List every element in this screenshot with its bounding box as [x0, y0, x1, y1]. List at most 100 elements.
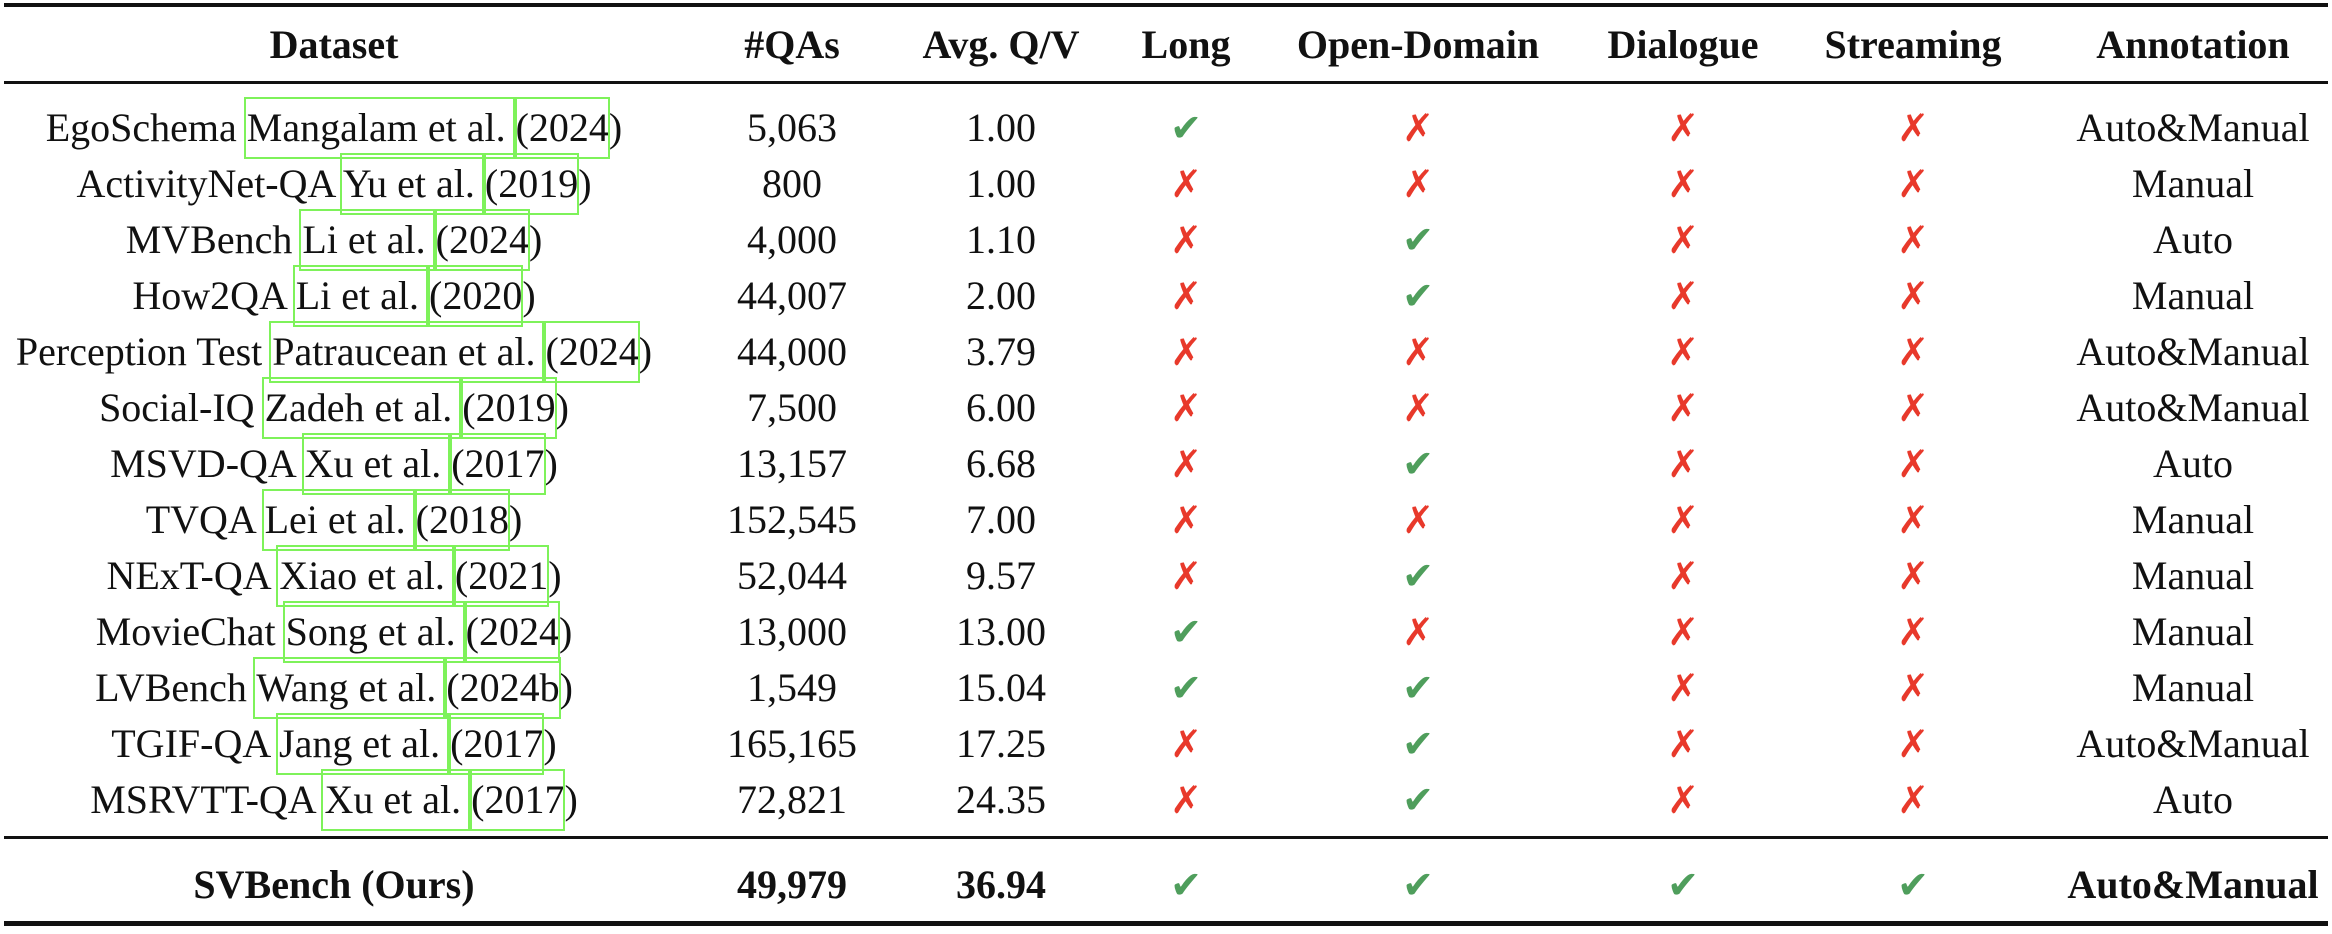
citation-year-link[interactable]: (2020 [428, 273, 523, 318]
streaming-cell: ✗ [1803, 492, 2023, 548]
cross-icon: ✗ [1170, 722, 1202, 766]
citation-year-link[interactable]: (2018 [415, 497, 509, 542]
citation-year-link[interactable]: (2017 [450, 721, 544, 766]
citation-year-link[interactable]: (2024 [545, 329, 639, 374]
citation-author-link[interactable]: Zadeh et al. [265, 385, 463, 430]
cross-icon: ✗ [1897, 722, 1929, 766]
ours-avg-qv: 36.94 [956, 862, 1046, 907]
streaming-cell: ✗ [1803, 156, 2023, 212]
citation-year-link[interactable]: (2024 [435, 217, 529, 262]
header-rule [4, 81, 2328, 84]
cross-icon: ✗ [1667, 778, 1699, 822]
long-cell: ✔ [1106, 100, 1266, 156]
dataset-name: MovieChat [95, 609, 276, 654]
header-dataset: Dataset [269, 22, 399, 67]
dialogue-cell: ✗ [1573, 324, 1793, 380]
open-domain-cell: ✔ [1288, 772, 1548, 828]
open-domain-cell: ✗ [1288, 156, 1548, 212]
dataset-cell: ActivityNet-QA Yu et al. (2019) [76, 161, 592, 206]
citation-author-link[interactable]: Song et al. [286, 609, 466, 654]
open-domain-cell: ✗ [1288, 100, 1548, 156]
dialogue-cell: ✗ [1573, 156, 1793, 212]
citation-author-link[interactable]: Xu et al. [324, 777, 471, 822]
citation-year-link[interactable]: (2019 [484, 161, 579, 206]
table-row: LVBench Wang et al. (2024b) 1,549 15.04 ✔ ✔ ✗… [0, 660, 2332, 716]
long-cell: ✗ [1106, 212, 1266, 268]
check-icon: ✔ [1402, 666, 1434, 710]
annotation-cell: Auto [2153, 441, 2233, 486]
citation-author-link[interactable]: Xu et al. [305, 441, 452, 486]
mid-rule [4, 836, 2328, 839]
annotation-cell: Auto [2153, 777, 2233, 822]
dialogue-cell: ✗ [1573, 100, 1793, 156]
citation-author-link[interactable]: Li et al. [296, 273, 429, 318]
header-long: Long [1141, 22, 1231, 67]
citation-author-link[interactable]: Patraucean et al. [272, 329, 545, 374]
citation-author-link[interactable]: Mangalam et al. [247, 105, 516, 150]
dialogue-cell: ✗ [1573, 548, 1793, 604]
annotation-cell: Auto&Manual [2076, 105, 2310, 150]
ours-open-domain: ✔ [1288, 857, 1548, 913]
avg-qv-cell: 15.04 [956, 665, 1046, 710]
ours-row: SVBench (Ours) 49,979 36.94 ✔ ✔ ✔ ✔ Auto… [0, 857, 2332, 913]
dialogue-cell: ✗ [1573, 268, 1793, 324]
dialogue-cell: ✗ [1573, 212, 1793, 268]
long-cell: ✗ [1106, 436, 1266, 492]
qas-cell: 800 [762, 161, 822, 206]
cross-icon: ✗ [1667, 666, 1699, 710]
citation-year-link[interactable]: (2024 [515, 105, 609, 150]
table-row: How2QA Li et al. (2020) 44,007 2.00 ✗ ✔ ✗ ✗ Man… [0, 268, 2332, 324]
citation-author-link[interactable]: Jang et al. [279, 721, 450, 766]
ours-dialogue: ✔ [1573, 857, 1793, 913]
cross-icon: ✗ [1897, 554, 1929, 598]
table-row: MVBench Li et al. (2024) 4,000 1.10 ✗ ✔ ✗ ✗ Aut… [0, 212, 2332, 268]
citation-year-link[interactable]: (2019 [462, 385, 556, 430]
dataset-name: ActivityNet-QA [76, 161, 335, 206]
citation-author-link[interactable]: Lei et al. [265, 497, 416, 542]
annotation-cell: Manual [2131, 497, 2255, 542]
citation-year-link[interactable]: (2017 [471, 777, 565, 822]
streaming-cell: ✗ [1803, 548, 2023, 604]
cross-icon: ✗ [1667, 106, 1699, 150]
cross-icon: ✗ [1170, 442, 1202, 486]
dataset-cell: Perception Test Patraucean et al. (2024) [15, 329, 653, 374]
avg-qv-cell: 13.00 [956, 609, 1046, 654]
table-row: MovieChat Song et al. (2024) 13,000 13.00 ✔… [0, 604, 2332, 660]
ours-dataset: SVBench (Ours) [193, 862, 475, 907]
bottom-rule [4, 921, 2328, 926]
citation-author-link[interactable]: Wang et al. [256, 665, 446, 710]
cross-icon: ✗ [1667, 498, 1699, 542]
dataset-cell: MVBench Li et al. (2024) [125, 217, 543, 262]
dataset-cell: MSVD-QA Xu et al. (2017) [110, 441, 558, 486]
avg-qv-cell: 9.57 [966, 553, 1036, 598]
long-cell: ✗ [1106, 548, 1266, 604]
citation-author-link[interactable]: Xiao et al. [279, 553, 455, 598]
qas-cell: 165,165 [727, 721, 857, 766]
check-icon: ✔ [1170, 863, 1202, 907]
dialogue-cell: ✗ [1573, 604, 1793, 660]
dataset-cell: Social-IQ Zadeh et al. (2019) [99, 385, 569, 430]
streaming-cell: ✗ [1803, 212, 2023, 268]
table-row: TVQA Lei et al. (2018) 152,545 7.00 ✗ ✗ ✗ ✗ Man… [0, 492, 2332, 548]
dataset-cell: How2QA Li et al. (2020) [132, 273, 536, 318]
citation-year-link[interactable]: (2024b [446, 665, 560, 710]
cross-icon: ✗ [1170, 554, 1202, 598]
citation-year-link[interactable]: (2021 [454, 553, 549, 598]
cross-icon: ✗ [1667, 162, 1699, 206]
dataset-cell: TVQA Lei et al. (2018) [145, 497, 523, 542]
dialogue-cell: ✗ [1573, 492, 1793, 548]
citation-year-link[interactable]: (2024 [465, 609, 559, 654]
check-icon: ✔ [1170, 610, 1202, 654]
cross-icon: ✗ [1170, 498, 1202, 542]
cross-icon: ✗ [1667, 442, 1699, 486]
cross-icon: ✗ [1170, 218, 1202, 262]
dialogue-cell: ✗ [1573, 660, 1793, 716]
citation-author-link[interactable]: Li et al. [302, 217, 435, 262]
avg-qv-cell: 1.00 [966, 105, 1036, 150]
cross-icon: ✗ [1667, 610, 1699, 654]
dataset-cell: NExT-QA Xiao et al. (2021) [106, 553, 562, 598]
citation-author-link[interactable]: Yu et al. [343, 161, 485, 206]
dataset-name: MSVD-QA [110, 441, 295, 486]
citation-year-link[interactable]: (2017 [451, 441, 545, 486]
table-row: ActivityNet-QA Yu et al. (2019) 800 1.00 ✗ ✗… [0, 156, 2332, 212]
